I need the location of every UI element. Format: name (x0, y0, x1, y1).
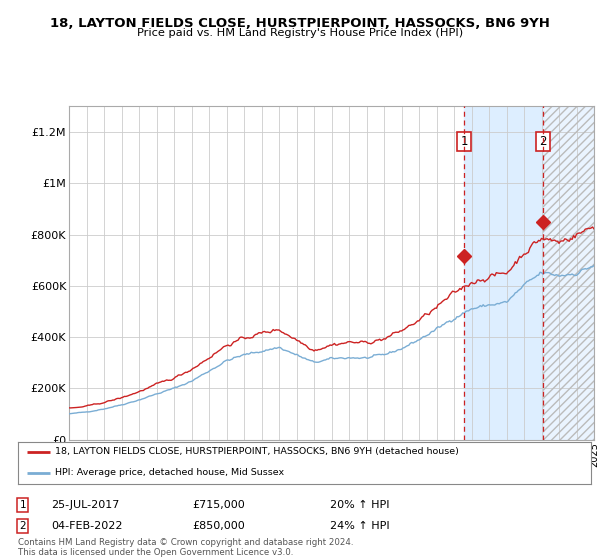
Bar (543, 106, 594, 440)
Text: 20% ↑ HPI: 20% ↑ HPI (330, 500, 389, 510)
Text: 18, LAYTON FIELDS CLOSE, HURSTPIERPOINT, HASSOCKS, BN6 9YH: 18, LAYTON FIELDS CLOSE, HURSTPIERPOINT,… (50, 17, 550, 30)
Text: 18, LAYTON FIELDS CLOSE, HURSTPIERPOINT, HASSOCKS, BN6 9YH (detached house): 18, LAYTON FIELDS CLOSE, HURSTPIERPOINT,… (55, 447, 459, 456)
Text: 24% ↑ HPI: 24% ↑ HPI (330, 521, 389, 531)
Text: £850,000: £850,000 (192, 521, 245, 531)
Bar (543, 106, 594, 440)
Text: £715,000: £715,000 (192, 500, 245, 510)
Text: 1: 1 (460, 135, 468, 148)
Text: 2: 2 (539, 135, 547, 148)
Text: 1: 1 (19, 500, 26, 510)
Text: Price paid vs. HM Land Registry's House Price Index (HPI): Price paid vs. HM Land Registry's House … (137, 28, 463, 38)
Text: 2: 2 (19, 521, 26, 531)
Text: 04-FEB-2022: 04-FEB-2022 (51, 521, 122, 531)
Text: Contains HM Land Registry data © Crown copyright and database right 2024.
This d: Contains HM Land Registry data © Crown c… (18, 538, 353, 557)
Text: 25-JUL-2017: 25-JUL-2017 (51, 500, 119, 510)
Bar (464, 106, 543, 440)
Text: HPI: Average price, detached house, Mid Sussex: HPI: Average price, detached house, Mid … (55, 468, 284, 477)
